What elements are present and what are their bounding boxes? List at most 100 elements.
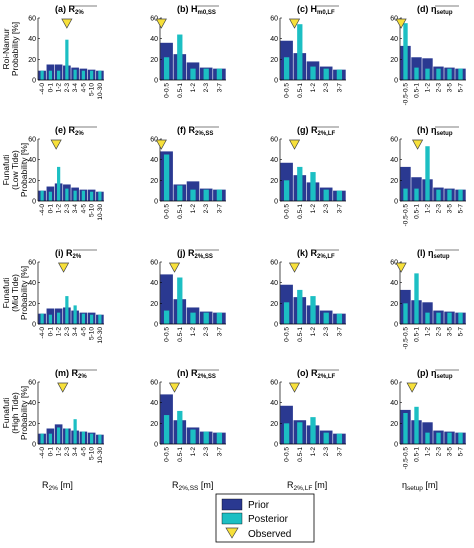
posterior-bar [40,433,44,444]
y-tick-label: 20 [390,57,398,64]
x-tick-label: 4-5 [80,204,87,214]
panel-title: (o) R2%,LF [297,368,336,380]
posterior-bar [177,185,183,201]
x-tick-label: 0.5-1 [177,83,184,98]
panel-h: (h) ηsetup -0.5-0.5 0.5-1 1-2 2-3 3-5 5-7 0 20 40… [390,125,466,226]
x-tick-label: 3-7 [336,327,343,337]
panel-o: (o) R2%,LF 0-0.5 0.5-1 1-2 2-3 3-7 0 20 40 60 [270,368,346,462]
x-tick-label: 2-3 [203,327,210,337]
posterior-bar [81,190,85,201]
panel-a: (a) R2% -4-0 0-1 1-2 2-3 3-4 4-5 5-10 10-30 0 20 40… [28,4,104,100]
posterior-bar [57,312,61,324]
x-tick-label: 1-2 [425,447,432,457]
x-tick-label: 10-30 [97,447,104,464]
posterior-bar [336,190,343,201]
posterior-bar [310,172,316,201]
observed-marker [155,139,167,150]
y-tick-label: 20 [28,301,36,308]
x-tick-label: 4-5 [80,447,87,457]
posterior-bar [48,191,52,201]
x-tick-label: 0-0.5 [164,83,171,98]
x-tick-label: 0.5-1 [414,447,421,462]
y-tick-label: 0 [154,78,158,85]
y-tick-label: 20 [150,421,158,428]
prior-bar [400,166,411,201]
posterior-bar [40,313,44,324]
observed-marker [61,18,73,29]
x-tick-label: 2-3 [436,327,443,337]
y-tick-label: 20 [270,57,278,64]
posterior-bar [403,188,408,201]
x-tick-label: 3-4 [72,83,79,93]
row-label: Funafuti (Low Tide) Probability [%] [1,143,29,197]
x-tick-label: 1-2 [190,83,197,93]
panel-m: (m) R2% -4-0 0-1 1-2 2-3 3-4 4-5 5-10 10-30 0 20 40… [28,368,104,464]
panel-e: (e) R2% -4-0 0-1 1-2 2-3 3-4 4-5 5-10 10-30 0 20 40… [28,125,104,221]
y-tick-label: 60 [390,16,398,23]
x-tick-label: 0.5-1 [177,447,184,462]
x-tick-label: 2-3 [64,447,71,457]
posterior-bar [436,189,441,201]
y-tick-label: 40 [270,400,278,407]
x-tick-label: 0-0.5 [164,447,171,462]
x-tick-label: 1-2 [310,204,317,214]
row-label-line: (High Tide) [10,392,20,434]
x-tick-label: 2-3 [64,83,71,93]
posterior-bar [163,310,170,324]
observed-marker [288,139,301,150]
x-tick-label: 1-2 [190,447,197,457]
y-tick-label: 60 [270,260,278,267]
x-tick-label: 2-3 [436,204,443,214]
x-axis-label: R2%,SS [m] [172,480,213,492]
legend-posterior-label: Posterior [248,514,289,525]
posterior-bar [190,189,196,201]
y-tick-label: 20 [150,178,158,185]
legend: Prior Posterior Observed [215,493,315,543]
y-tick-label: 0 [394,322,398,329]
posterior-bar [48,433,52,444]
x-tick-label: 0-0.5 [284,327,291,342]
panel-l: (l) ηsetup -0.5-0.5 0.5-1 1-2 2-3 3-5 5-7 0 20 40… [390,248,466,349]
x-tick-label: 2-3 [436,447,443,457]
posterior-bar [73,190,77,201]
posterior-bar [190,429,196,444]
posterior-bar [203,312,209,324]
x-tick-label: 3-4 [72,327,79,337]
x-tick-label: 5-10 [89,447,96,460]
x-tick-label: 2-3 [323,447,330,457]
posterior-bar [336,69,343,80]
y-tick-label: 20 [390,178,398,185]
x-tick-label: 0.5-1 [414,204,421,219]
y-tick-label: 40 [28,36,36,43]
posterior-bar [90,191,94,201]
x-tick-label: 3-5 [447,447,454,457]
x-tick-label: 1-2 [310,447,317,457]
y-tick-label: 0 [274,78,278,85]
panel-title: (b) Hm0,SS [177,4,216,16]
panel-title: (n) R2%,SS [177,368,216,380]
y-tick-label: 60 [390,260,398,267]
legend-observed-label: Observed [248,529,291,540]
y-tick-label: 0 [394,442,398,449]
row-label-line: Probability [%] [19,266,29,320]
x-tick-label: 0.5-1 [177,327,184,342]
panel-k: (k) R2%,LF 0-0.5 0.5-1 1-2 2-3 3-7 0 20 40 60 [270,248,346,342]
x-tick-label: 1-2 [190,327,197,337]
posterior-bar [310,296,316,324]
posterior-bar [177,34,183,80]
x-tick-label: 0-1 [47,83,54,93]
posterior-bar [73,419,77,444]
observed-marker [288,262,301,273]
y-tick-label: 20 [28,57,36,64]
posterior-bar [414,188,419,201]
y-tick-label: 60 [270,16,278,23]
x-tick-label: 2-3 [203,447,210,457]
x-tick-label: 4-5 [80,83,87,93]
x-tick-label: 1-2 [425,204,432,214]
y-tick-label: 60 [150,380,158,387]
x-tick-label: -4-0 [39,327,46,339]
x-tick-label: 3-5 [447,83,454,93]
posterior-bar [283,57,290,80]
posterior-bar [216,189,223,201]
y-tick-label: 40 [150,157,158,164]
